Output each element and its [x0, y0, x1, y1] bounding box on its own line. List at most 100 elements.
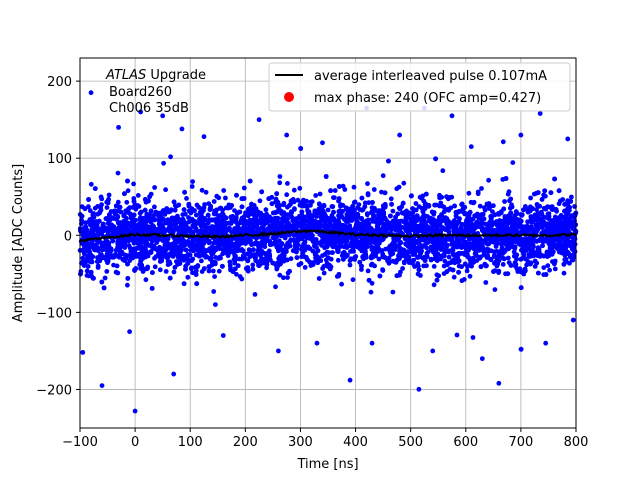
scatter-point [253, 255, 258, 260]
scatter-point [543, 193, 548, 199]
scatter-point [211, 289, 217, 294]
scatter-point [459, 201, 465, 207]
scatter-point [190, 223, 196, 229]
scatter-point [401, 180, 407, 186]
scatter-point [262, 244, 268, 250]
scatter-point [420, 209, 426, 215]
scatter-point [131, 181, 137, 187]
scatter-point [269, 194, 275, 200]
scatter-point [200, 219, 206, 225]
scatter-point [458, 225, 464, 230]
scatter-point [480, 245, 485, 251]
scatter-point [369, 245, 375, 250]
scatter-point [513, 263, 518, 269]
scatter-point [552, 266, 558, 272]
scatter-point [325, 255, 331, 261]
scatter-point [374, 220, 379, 226]
scatter-point [277, 261, 283, 267]
scatter-point [241, 214, 247, 219]
scatter-point [322, 251, 328, 257]
scatter-point [492, 260, 497, 266]
scatter-point [186, 215, 191, 220]
scatter-point [506, 189, 512, 195]
scatter-point [401, 260, 407, 266]
scatter-point [390, 251, 396, 256]
scatter-point [220, 211, 225, 217]
scatter-point [118, 209, 124, 215]
scatter-point [291, 237, 296, 243]
scatter-point [532, 212, 538, 218]
scatter-point [332, 195, 337, 201]
scatter-point [479, 186, 484, 191]
scatter-point [146, 224, 152, 230]
scatter-point [113, 269, 119, 275]
scatter-point [448, 205, 454, 211]
scatter-point [287, 268, 292, 274]
scatter-point [496, 270, 501, 275]
scatter-point [152, 185, 158, 190]
scatter-point [169, 222, 175, 228]
scatter-point [536, 270, 541, 276]
scatter-point [116, 254, 122, 260]
scatter-point [199, 187, 205, 193]
scatter-point [103, 216, 109, 222]
scatter-point [459, 278, 465, 284]
scatter-point [150, 270, 155, 275]
scatter-point [509, 204, 515, 210]
scatter-point [148, 249, 153, 255]
scatter-point [546, 216, 552, 222]
scatter-point [365, 191, 371, 197]
scatter-point [107, 212, 112, 218]
scatter-point [306, 210, 311, 216]
scatter-point [366, 277, 372, 283]
scatter-point [82, 206, 88, 212]
scatter-point [314, 214, 319, 219]
scatter-point [416, 267, 422, 273]
scatter-point [184, 196, 189, 201]
scatter-point [562, 201, 568, 207]
scatter-point [317, 202, 322, 208]
scatter-point [556, 188, 562, 194]
scatter-point [179, 228, 184, 234]
scatter-point [569, 257, 575, 263]
scatter-point [396, 184, 402, 190]
scatter-point [133, 254, 139, 259]
scatter-point [273, 196, 279, 202]
scatter-point [137, 226, 143, 232]
scatter-point [126, 238, 131, 244]
scatter-point [89, 254, 95, 260]
scatter-point [344, 219, 349, 224]
scatter-point [209, 244, 215, 250]
scatter-point [319, 223, 325, 229]
scatter-point [336, 184, 342, 189]
scatter-point [293, 241, 299, 247]
scatter-point [562, 208, 567, 214]
scatter-point [439, 212, 444, 218]
scatter-point [189, 184, 195, 189]
scatter-point [529, 224, 534, 230]
scatter-point [235, 263, 241, 269]
scatter-point [545, 211, 551, 217]
scatter-point [502, 214, 508, 219]
scatter-point [548, 244, 553, 250]
scatter-point [409, 221, 415, 227]
scatter-point [390, 208, 396, 214]
scatter-point [107, 217, 113, 223]
scatter-point [199, 223, 204, 229]
scatter-point [317, 208, 323, 214]
scatter-point [188, 247, 194, 253]
scatter-point [380, 173, 386, 179]
scatter-point [382, 202, 388, 207]
scatter-point [251, 212, 257, 218]
scatter-point [483, 263, 489, 269]
scatter-point [115, 170, 121, 176]
scatter-point [164, 206, 170, 212]
scatter-point [359, 207, 365, 213]
scatter-point [425, 249, 431, 255]
scatter-point [276, 256, 282, 261]
scatter-point [562, 242, 568, 248]
scatter-point [206, 201, 212, 207]
scatter-point [223, 205, 229, 211]
scatter-point [491, 269, 496, 274]
scatter-point [459, 264, 464, 270]
